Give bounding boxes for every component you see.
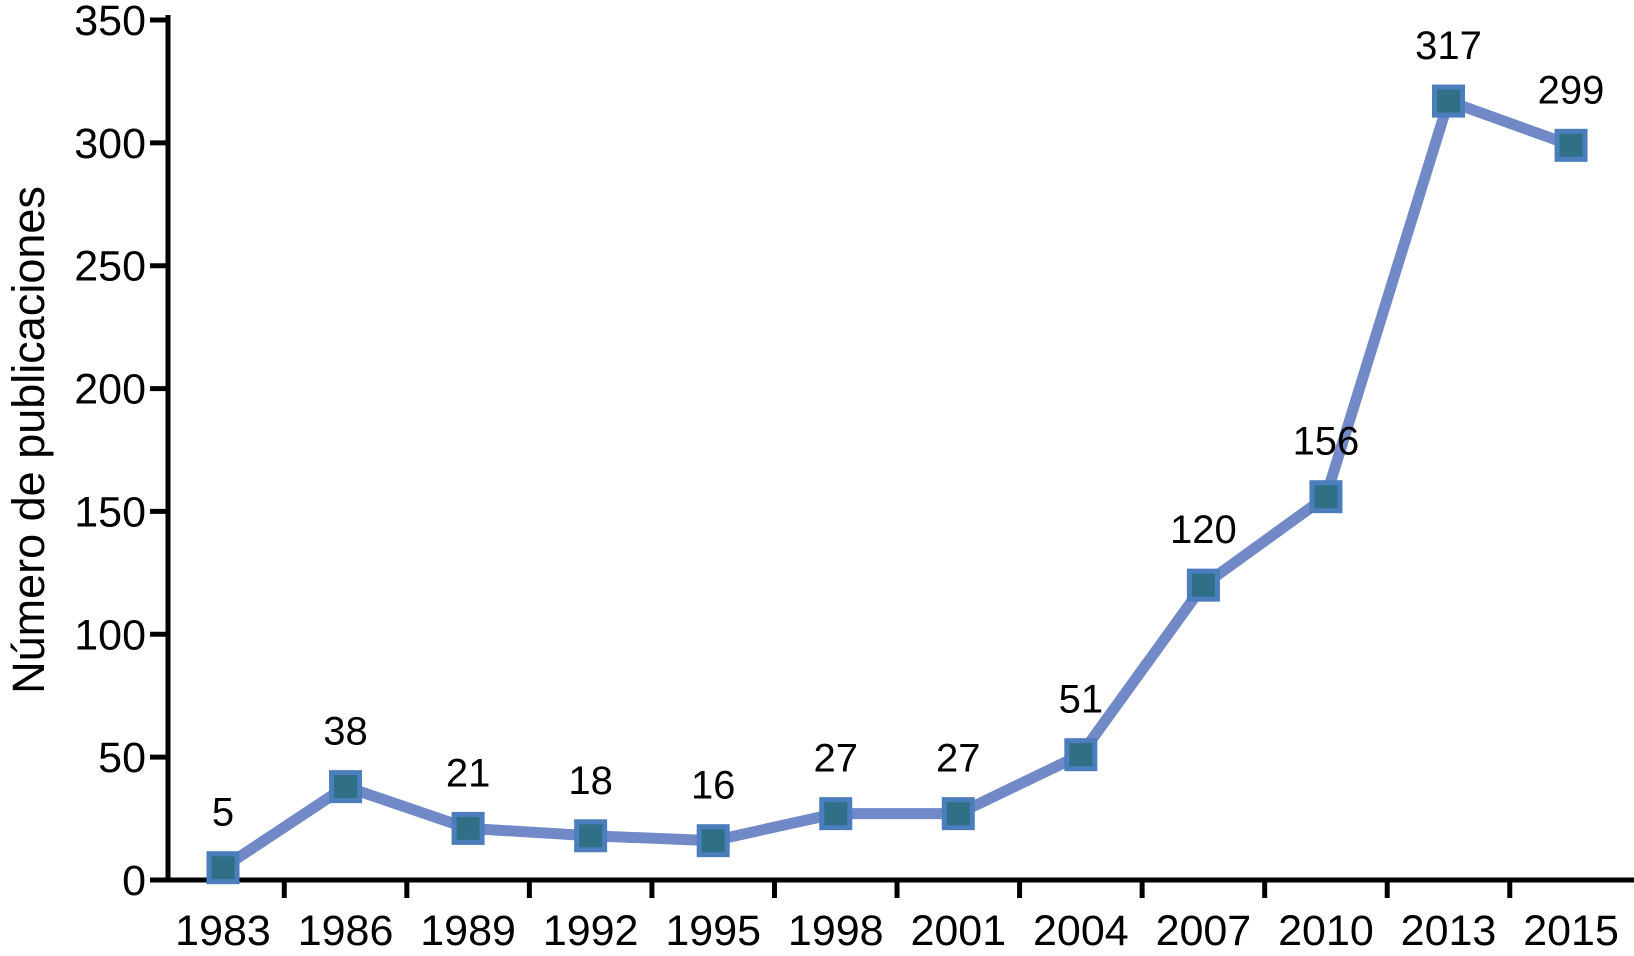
series-line bbox=[219, 93, 1573, 873]
data-label: 27 bbox=[936, 737, 981, 781]
data-label: 5 bbox=[212, 791, 234, 835]
data-point-marker bbox=[819, 797, 853, 831]
data-point-marker bbox=[451, 811, 485, 845]
y-axis-title: Número de publicaciones bbox=[3, 186, 54, 694]
data-point-marker bbox=[574, 819, 608, 853]
data-label: 18 bbox=[568, 759, 613, 803]
data-point-marker bbox=[1186, 568, 1220, 602]
data-point-marker bbox=[206, 851, 240, 885]
y-tick-label: 250 bbox=[74, 243, 146, 291]
x-tick-label: 1992 bbox=[543, 907, 639, 955]
data-label: 299 bbox=[1538, 68, 1605, 112]
x-tick-label: 2004 bbox=[1033, 907, 1129, 955]
x-tick-label: 2013 bbox=[1401, 907, 1497, 955]
data-label: 156 bbox=[1293, 420, 1360, 464]
y-tick-label: 350 bbox=[74, 0, 146, 45]
data-point-marker bbox=[1064, 738, 1098, 772]
x-tick-label: 1983 bbox=[175, 907, 271, 955]
data-label: 120 bbox=[1170, 508, 1237, 552]
y-tick-label: 0 bbox=[122, 857, 146, 905]
x-tick-label: 2010 bbox=[1278, 907, 1374, 955]
data-label: 27 bbox=[814, 737, 859, 781]
y-tick-label: 150 bbox=[74, 488, 146, 536]
data-point-marker bbox=[696, 824, 730, 858]
data-label: 317 bbox=[1415, 24, 1482, 68]
x-tick-label: 2007 bbox=[1156, 907, 1252, 955]
y-tick-label: 300 bbox=[74, 120, 146, 168]
x-tick-label: 2001 bbox=[910, 907, 1006, 955]
data-label: 38 bbox=[323, 710, 368, 754]
data-label: 16 bbox=[691, 764, 736, 808]
x-tick-label: 1986 bbox=[298, 907, 394, 955]
data-label: 21 bbox=[446, 751, 491, 795]
data-label: 51 bbox=[1059, 678, 1104, 722]
data-point-marker bbox=[1309, 480, 1343, 514]
data-point-marker bbox=[1554, 128, 1588, 162]
y-tick-label: 100 bbox=[74, 611, 146, 659]
data-point-marker bbox=[1432, 84, 1465, 118]
x-tick-label: 2015 bbox=[1523, 907, 1619, 955]
data-point-marker bbox=[329, 770, 363, 804]
y-tick-label: 50 bbox=[98, 734, 146, 782]
data-point-marker bbox=[941, 797, 975, 831]
x-tick-label: 1998 bbox=[788, 907, 884, 955]
x-tick-label: 1995 bbox=[665, 907, 761, 955]
y-tick-label: 200 bbox=[74, 366, 146, 414]
x-tick-label: 1989 bbox=[420, 907, 516, 955]
